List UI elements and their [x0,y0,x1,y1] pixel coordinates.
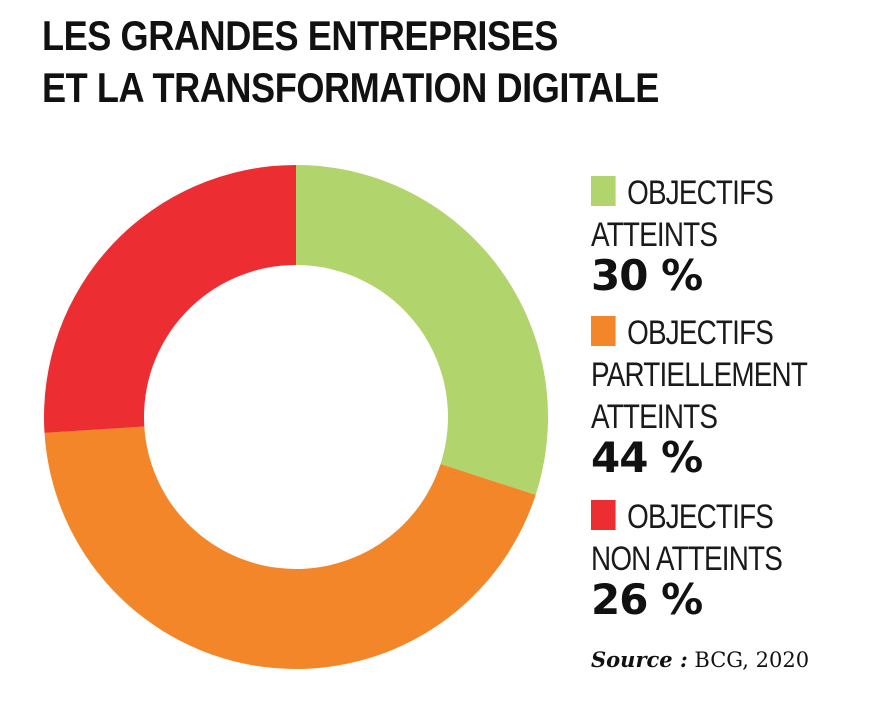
legend-label-line: ATTEINTS [591,216,718,254]
chart-title: LES GRANDES ENTREPRISES ET LA TRANSFORMA… [42,10,659,114]
legend-label-line: OBJECTIFS [627,314,774,352]
source-note: Source : BCG, 2020 [591,647,809,672]
donut-slice-3 [44,165,296,433]
legend-label-line: PARTIELLEMENT [591,356,808,394]
legend-item-objectifs-partiellement-atteints: OBJECTIFS PARTIELLEMENT ATTEINTS 44 % [591,312,854,480]
source-value: BCG, 2020 [687,648,810,672]
source-label: Source : [591,647,688,672]
legend-swatch-green [591,176,616,206]
legend-item-objectifs-atteints: OBJECTIFS ATTEINTS 30 % [591,172,813,298]
legend-label-line: OBJECTIFS [627,174,774,212]
legend-swatch-red [591,500,616,530]
legend-label-line: OBJECTIFS [627,498,774,536]
chart-title-line-2: ET LA TRANSFORMATION DIGITALE [42,64,659,111]
legend-value: 30 % [591,251,703,300]
legend-value: 44 % [591,433,703,482]
legend-swatch-orange [591,316,616,346]
legend-label-line: NON ATTEINTS [591,540,783,578]
chart-title-line-1: LES GRANDES ENTREPRISES [42,12,558,59]
legend-label-line: ATTEINTS [591,398,718,436]
donut-slice-1 [296,165,548,495]
legend-value: 26 % [591,575,703,624]
donut-slice-2 [44,426,536,670]
legend-item-objectifs-non-atteints: OBJECTIFS NON ATTEINTS 26 % [591,496,824,622]
